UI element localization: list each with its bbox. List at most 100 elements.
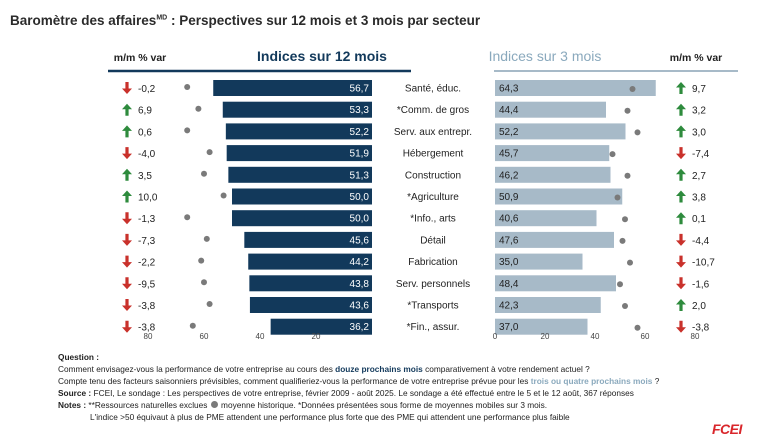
bar-12m-label: 51,9: [350, 149, 370, 160]
mm-arrow-3m: [676, 299, 686, 311]
bar-12m: [244, 231, 372, 248]
sector-chart: m/m % var Indices sur 12 mois Indices sur …: [108, 48, 738, 341]
bar-12m-label: 44,2: [350, 257, 370, 268]
hist-avg-dot-3m: [619, 237, 626, 244]
hist-avg-dot-12m: [184, 127, 191, 134]
bar-3m-label: 46,2: [499, 170, 519, 181]
mm-value-3m: 0,1: [692, 214, 706, 225]
axis-3m-tick-label: 60: [641, 332, 650, 341]
mm-arrow-3m: [676, 147, 686, 160]
mm-value-3m: -10,7: [692, 258, 715, 269]
bar-3m-label: 50,9: [499, 192, 519, 203]
mm-value-3m: -7,4: [692, 149, 710, 160]
bar-3m-label: 47,6: [499, 235, 519, 246]
hist-avg-dot-3m: [627, 259, 633, 266]
mm-arrow-3m: [676, 277, 686, 290]
notes-line: Notes : **Ressources naturelles exclues …: [58, 400, 548, 410]
mm-value-12m: -7,3: [138, 236, 156, 247]
bar-3m-label: 64,3: [499, 84, 519, 95]
category-label: Fabrication: [408, 257, 457, 268]
mm-value-12m: -3,8: [138, 301, 156, 312]
bar-12m: [249, 275, 372, 292]
bar-12m-label: 36,2: [350, 322, 370, 333]
bar-12m-label: 50,0: [350, 192, 370, 203]
header-indices-12: Indices sur 12 mois: [257, 48, 387, 64]
bar-3m-label: 42,3: [499, 301, 519, 312]
mm-value-3m: 3,2: [692, 106, 706, 117]
bar-3m-label: 48,4: [499, 279, 519, 290]
axis-3m-tick-label: 0: [493, 332, 498, 341]
bar-3m: [495, 101, 606, 118]
fcei-logo: FCEI: [712, 421, 742, 437]
mm-value-3m: 3,0: [692, 127, 706, 138]
axis-12m-tick-label: 20: [312, 332, 321, 341]
hist-avg-dot-3m: [634, 324, 641, 331]
header-indices-3: Indices sur 3 mois: [489, 48, 602, 64]
hist-avg-dot-3m: [622, 303, 628, 309]
category-label: Serv. aux entrepr.: [394, 127, 472, 138]
bar-3m: [495, 297, 601, 313]
hist-avg-dot-3m: [624, 107, 631, 114]
mm-value-3m: -1,6: [692, 279, 710, 290]
mm-value-3m: -3,8: [692, 323, 710, 334]
bar-12m: [232, 210, 372, 227]
bar-3m-label: 35,0: [499, 257, 519, 268]
bar-3m-label: 52,2: [499, 127, 519, 138]
category-label: *Transports: [407, 301, 458, 312]
mm-value-3m: 2,0: [692, 301, 706, 312]
historical-average-legend-icon: [210, 401, 218, 408]
bar-12m-label: 56,7: [350, 84, 370, 95]
bar-12m: [232, 188, 372, 205]
bar-12m: [213, 80, 372, 96]
bar-12m-label: 45,6: [350, 235, 370, 246]
hist-avg-dot-3m: [629, 86, 636, 92]
bar-3m: [495, 145, 610, 162]
hist-avg-dot-3m: [624, 172, 631, 179]
bar-12m-label: 51,3: [350, 170, 370, 181]
hist-avg-dot-12m: [198, 257, 205, 264]
mm-arrow-12m: [122, 277, 132, 290]
mm-arrow-12m: [122, 212, 132, 225]
bar-12m: [248, 253, 372, 270]
mm-value-12m: 6,9: [138, 106, 152, 117]
bar-12m-label: 43,8: [350, 279, 370, 290]
hist-avg-dot-12m: [206, 301, 213, 307]
chart-title: Baromètre des affairesMD : Perspectives …: [10, 13, 481, 28]
axis-3m-tick-label: 20: [541, 332, 550, 341]
mm-arrow-3m: [676, 212, 686, 225]
bar-12m-label: 43,6: [350, 301, 370, 312]
axis-12m-tick-label: 80: [144, 332, 153, 341]
mm-arrow-3m: [676, 103, 686, 116]
bar-12m: [226, 145, 372, 162]
mm-arrow-12m: [122, 168, 132, 181]
mm-arrow-3m: [676, 168, 686, 181]
bar-3m: [495, 318, 588, 335]
mm-value-12m: -3,8: [138, 323, 156, 334]
hist-avg-dot-3m: [634, 129, 641, 136]
mm-arrow-12m: [122, 233, 132, 246]
mm-arrow-12m: [122, 125, 132, 138]
question-label: Question :: [58, 352, 100, 362]
mm-arrow-3m: [676, 125, 686, 138]
mm-value-12m: 0,6: [138, 127, 152, 138]
bar-3m: [495, 231, 614, 248]
mm-arrow-12m: [122, 320, 132, 333]
header-mm-right: m/m % var: [670, 52, 723, 64]
bar-3m-label: 40,6: [499, 214, 519, 225]
mm-arrow-3m: [676, 320, 686, 333]
bar-12m: [222, 101, 372, 118]
category-label: *Agriculture: [407, 192, 459, 203]
bar-12m: [270, 318, 372, 335]
bar-3m: [495, 210, 597, 227]
bar-3m: [495, 253, 583, 270]
axis-3m-tick-label: 40: [591, 332, 600, 341]
bar-3m-label: 45,7: [499, 149, 519, 160]
hist-avg-dot-12m: [206, 149, 213, 156]
mm-arrow-12m: [122, 190, 132, 203]
category-label: Construction: [405, 170, 461, 181]
mm-arrow-12m: [122, 255, 132, 268]
mm-arrow-3m: [676, 233, 686, 246]
question-12-months: Comment envisagez-vous la performance de…: [58, 364, 590, 374]
category-label: Serv. personnels: [396, 279, 470, 290]
mm-arrow-12m: [122, 299, 132, 311]
